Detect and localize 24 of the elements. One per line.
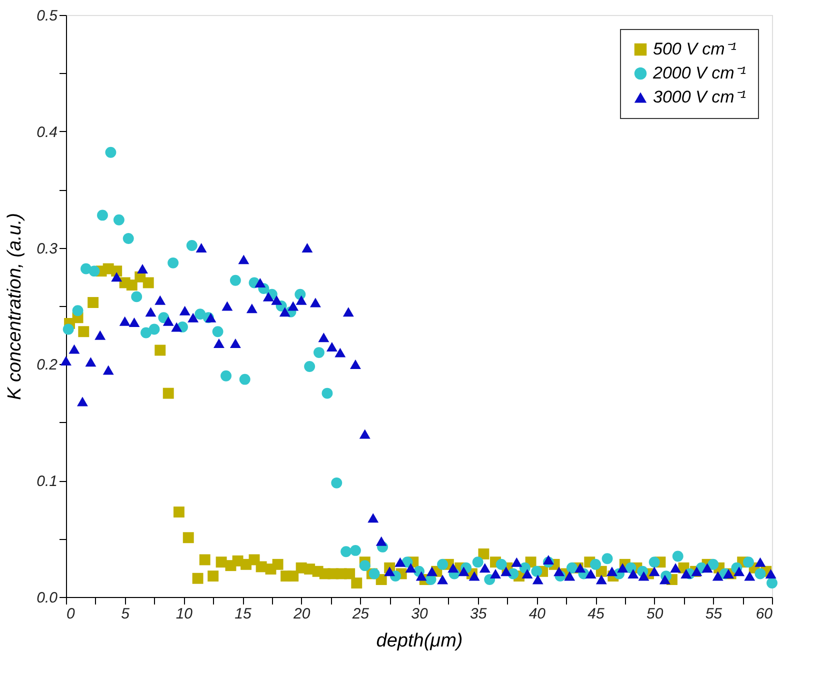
x-tick-label: 50 [646, 606, 664, 622]
y-tick-label: 0.0 [36, 590, 58, 606]
legend-label: 3000 V cm⁻¹ [653, 88, 746, 106]
x-tick-label: 10 [176, 606, 194, 622]
x-axis-title: depth(μm) [376, 630, 463, 652]
y-tick-label: 0.2 [36, 356, 58, 374]
x-tick-label: 20 [292, 606, 311, 622]
legend-label: 500 V cm⁻¹ [653, 40, 737, 58]
y-tick-label: 0.4 [36, 124, 58, 141]
legend-label: 2000 V cm⁻¹ [652, 64, 746, 82]
x-tick-label: 55 [705, 606, 723, 622]
x-tick-label: 30 [411, 606, 428, 622]
x-tick-label: 15 [234, 606, 252, 622]
y-tick-label: 0.1 [36, 473, 58, 490]
x-tick-label: 35 [470, 606, 488, 622]
y-tick-label: 0.3 [36, 240, 58, 258]
x-tick-label: 60 [756, 606, 774, 622]
x-tick-label: 25 [351, 606, 370, 622]
y-tick-label: 0.5 [36, 8, 58, 24]
x-tick-label: 0 [66, 606, 76, 622]
x-tick-label: 40 [528, 606, 546, 622]
x-tick-label: 5 [121, 606, 130, 622]
x-tick-label: 45 [588, 606, 605, 622]
y-axis-title: K concentration, (a.u.) [4, 213, 26, 400]
